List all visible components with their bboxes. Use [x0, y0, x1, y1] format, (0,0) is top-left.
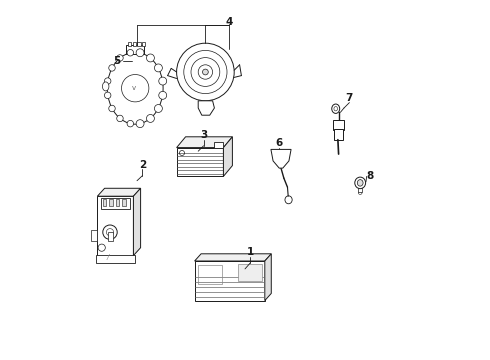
- Ellipse shape: [358, 192, 362, 194]
- Circle shape: [136, 120, 144, 127]
- Circle shape: [154, 104, 162, 112]
- Ellipse shape: [357, 180, 363, 186]
- Bar: [101, 198, 130, 209]
- Ellipse shape: [355, 177, 366, 189]
- Polygon shape: [98, 188, 141, 196]
- Circle shape: [127, 120, 134, 127]
- Text: /: /: [106, 254, 109, 260]
- Circle shape: [104, 92, 111, 99]
- Ellipse shape: [332, 104, 340, 113]
- Bar: [142, 42, 145, 46]
- Bar: [126, 45, 144, 54]
- Circle shape: [104, 78, 111, 84]
- Polygon shape: [198, 101, 215, 115]
- Circle shape: [117, 55, 123, 61]
- Bar: [103, 199, 106, 206]
- Circle shape: [136, 49, 144, 57]
- Circle shape: [159, 91, 167, 99]
- Bar: [137, 42, 141, 46]
- Text: v: v: [131, 85, 135, 91]
- Text: 3: 3: [200, 130, 207, 140]
- Text: 5: 5: [114, 56, 121, 66]
- Bar: [116, 199, 120, 206]
- Bar: [122, 199, 126, 206]
- Bar: [198, 265, 221, 284]
- Bar: [333, 120, 344, 130]
- Ellipse shape: [285, 196, 292, 204]
- Bar: [133, 42, 136, 46]
- Text: 8: 8: [367, 171, 374, 181]
- Bar: [358, 183, 362, 192]
- Circle shape: [109, 105, 115, 112]
- Polygon shape: [271, 149, 291, 168]
- Bar: [215, 142, 223, 148]
- Text: 6: 6: [275, 138, 283, 148]
- Circle shape: [159, 77, 167, 85]
- Circle shape: [154, 64, 162, 72]
- Circle shape: [147, 54, 154, 62]
- Polygon shape: [133, 188, 141, 256]
- Circle shape: [127, 50, 134, 56]
- Bar: [238, 264, 262, 281]
- Ellipse shape: [107, 52, 163, 124]
- Polygon shape: [223, 137, 232, 176]
- Ellipse shape: [102, 82, 109, 91]
- Bar: [109, 199, 113, 206]
- Polygon shape: [195, 254, 271, 261]
- Bar: [334, 129, 343, 140]
- Text: 7: 7: [346, 93, 353, 103]
- Bar: [176, 148, 223, 176]
- Polygon shape: [265, 254, 271, 301]
- Circle shape: [147, 114, 154, 122]
- Text: 1: 1: [247, 247, 254, 257]
- Bar: [108, 232, 113, 241]
- Bar: [128, 42, 131, 46]
- Text: 4: 4: [225, 17, 232, 27]
- Bar: [98, 196, 133, 256]
- Polygon shape: [176, 137, 232, 148]
- Bar: [195, 261, 265, 301]
- Circle shape: [117, 115, 123, 122]
- Circle shape: [109, 65, 115, 71]
- Circle shape: [202, 69, 208, 75]
- Bar: [96, 255, 135, 263]
- Bar: [91, 230, 98, 241]
- Text: 2: 2: [139, 159, 146, 170]
